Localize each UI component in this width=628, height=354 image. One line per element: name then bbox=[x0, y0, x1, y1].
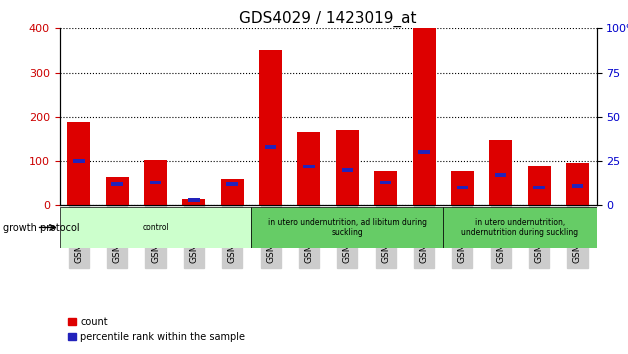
Bar bbox=[336, 130, 359, 205]
Bar bbox=[265, 145, 276, 149]
Bar bbox=[227, 182, 238, 186]
Bar bbox=[380, 181, 391, 184]
Text: in utero undernutrition, ad libitum during
suckling: in utero undernutrition, ad libitum duri… bbox=[268, 218, 427, 237]
Bar bbox=[571, 184, 583, 188]
Bar bbox=[495, 173, 506, 177]
Bar bbox=[144, 160, 167, 205]
Text: in utero undernutrition,
undernutrition during suckling: in utero undernutrition, undernutrition … bbox=[462, 218, 578, 237]
Bar bbox=[418, 150, 430, 154]
Bar bbox=[374, 171, 397, 205]
Bar bbox=[251, 207, 443, 248]
Bar bbox=[106, 177, 129, 205]
Bar bbox=[489, 140, 512, 205]
Bar bbox=[457, 186, 468, 189]
Bar bbox=[73, 159, 85, 163]
Text: control: control bbox=[142, 223, 169, 232]
Bar bbox=[443, 207, 597, 248]
Bar bbox=[67, 122, 90, 205]
Bar bbox=[111, 182, 123, 186]
Legend: count, percentile rank within the sample: count, percentile rank within the sample bbox=[65, 313, 249, 346]
Bar bbox=[303, 165, 315, 168]
Bar bbox=[533, 186, 545, 189]
Bar bbox=[451, 171, 474, 205]
Bar bbox=[221, 179, 244, 205]
Bar bbox=[259, 51, 282, 205]
Bar bbox=[60, 207, 251, 248]
Bar bbox=[182, 199, 205, 205]
Bar bbox=[342, 168, 353, 172]
Bar bbox=[413, 28, 436, 205]
Bar bbox=[566, 163, 589, 205]
Bar bbox=[150, 181, 161, 184]
Bar bbox=[298, 132, 320, 205]
Bar bbox=[188, 198, 200, 202]
Bar bbox=[528, 166, 551, 205]
Title: GDS4029 / 1423019_at: GDS4029 / 1423019_at bbox=[239, 11, 417, 27]
Text: growth protocol: growth protocol bbox=[3, 223, 80, 233]
